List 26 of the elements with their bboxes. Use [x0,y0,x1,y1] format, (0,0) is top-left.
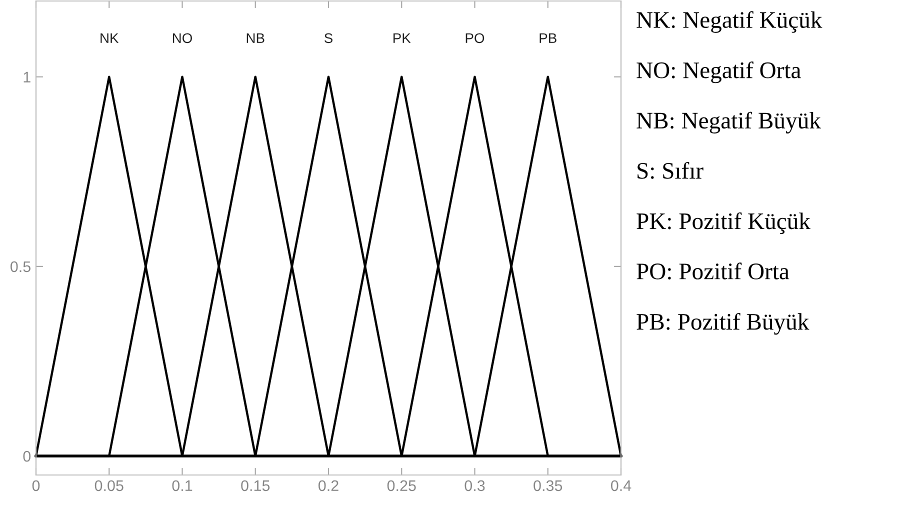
text: NO [172,33,192,44]
text: NB: Negatif Büyük [636,112,821,134]
x-tick-label: 0.15 [241,480,270,492]
text: S [324,33,332,44]
text: PO: Pozitif Orta [636,262,790,280]
text: NB [246,33,264,43]
x-tick-label: 0.1 [172,480,192,492]
x-tick-label: 0.05 [94,480,124,492]
y-tick-label: 0 [23,450,31,462]
y-tick-label: 1 [24,72,30,82]
text: PO [466,33,484,44]
x-tick-label: 0.2 [318,480,338,492]
text: S: Sıfır [638,162,704,179]
x-tick-label: 0.4 [610,480,632,492]
text: NK [100,33,119,43]
text: PK [394,33,411,43]
text: PK: Pozitif Küçük [636,212,810,234]
x-tick-label: 0.3 [464,480,485,492]
x-tick-label: 0.25 [387,480,416,492]
y-tick-label: 0.5 [10,261,30,272]
text: NO: Negatif Orta [636,61,801,84]
text: PB [540,33,556,43]
text: NK: Negatif Küçük [636,11,822,33]
x-tick-label: 0.35 [534,480,562,492]
x-tick-label: 0 [32,480,40,492]
text: PB: Pozitif Büyük [636,312,810,335]
